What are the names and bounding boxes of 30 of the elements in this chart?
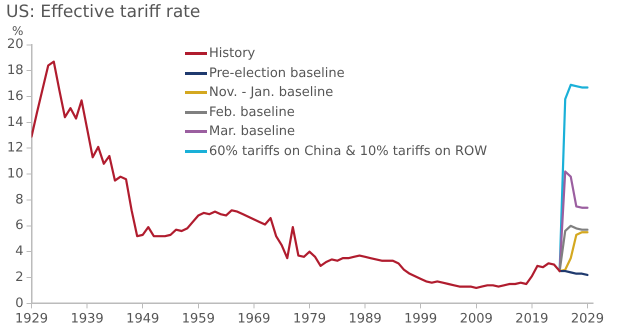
y-tick-label: 0: [15, 296, 24, 311]
legend-label: Pre-election baseline: [209, 64, 345, 82]
x-tick-label: 2019: [515, 312, 548, 327]
legend-label: Nov. - Jan. baseline: [209, 84, 334, 102]
x-tick-label: 1929: [14, 312, 48, 327]
y-tick-label: 8: [15, 192, 24, 208]
chart-title: US: Effective tariff rate: [6, 2, 200, 22]
x-tick-label: 2029: [570, 312, 604, 327]
y-tick-label: 14: [6, 114, 24, 130]
x-tick-label: 1999: [404, 312, 438, 327]
legend-label: History: [209, 45, 256, 63]
y-tick-label: 4: [15, 244, 24, 260]
y-tick-label: 12: [6, 140, 24, 156]
y-tick-label: 10: [6, 166, 24, 182]
y-tick-label: 6: [15, 218, 24, 234]
x-tick-label: 1939: [70, 312, 104, 327]
x-tick-label: 1959: [182, 312, 215, 327]
x-tick-label: 1949: [126, 312, 160, 327]
legend-label: Mar. baseline: [209, 123, 296, 141]
y-tick-label: 20: [6, 37, 24, 52]
x-tick-label: 1989: [348, 312, 382, 327]
y-axis-title: %: [12, 24, 24, 38]
legend-label: 60% tariffs on China & 10% tariffs on ROW: [209, 142, 488, 160]
legend-label: Feb. baseline: [209, 104, 295, 122]
y-tick-label: 18: [6, 63, 24, 78]
x-tick-label: 1969: [237, 312, 270, 327]
x-tick-label: 1979: [292, 312, 326, 327]
y-tick-label: 2: [15, 270, 24, 285]
x-tick-label: 2009: [460, 312, 493, 327]
y-tick-label: 16: [6, 88, 24, 104]
